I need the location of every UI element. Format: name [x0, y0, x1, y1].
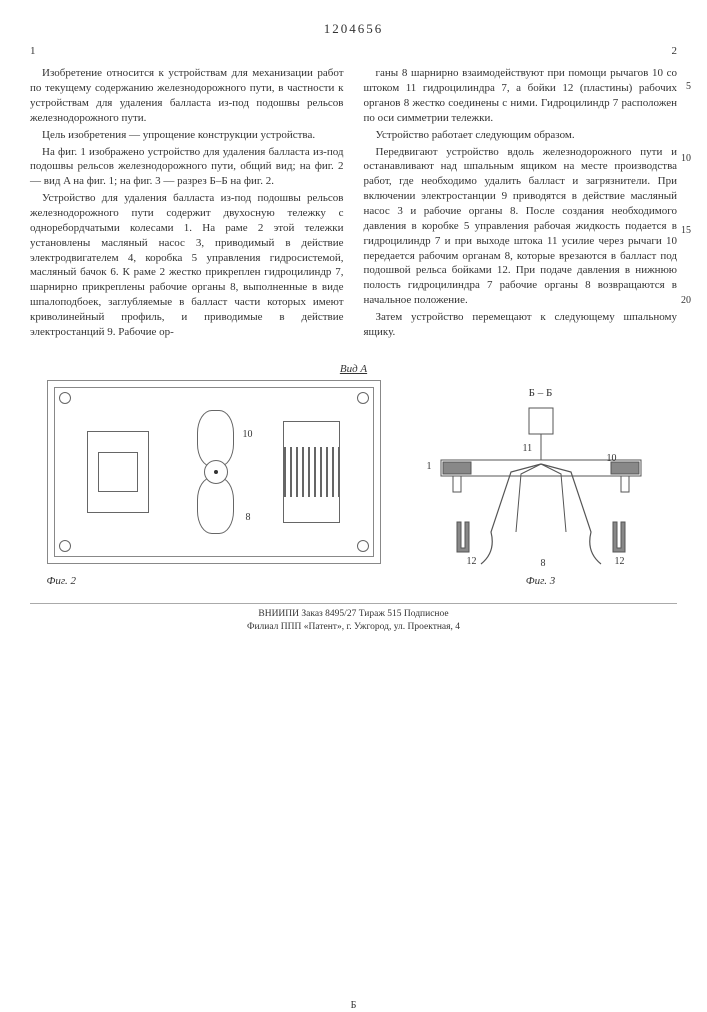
para: На фиг. 1 изображено устройство для удал… — [30, 145, 344, 190]
figure-2: Б 10 8 — [47, 380, 381, 564]
page-number-right: 2 — [364, 44, 678, 59]
line-mark: 5 — [686, 80, 691, 94]
ref-label: 12 — [467, 555, 477, 569]
para: ганы 8 шарнирно взаимодействуют при помо… — [364, 66, 678, 125]
page-number-left: 1 — [30, 44, 344, 59]
pump-block-icon — [87, 431, 149, 513]
ref-label: 8 — [245, 511, 250, 525]
para: Затем устройство перемещают к следующему… — [364, 310, 678, 340]
cylinder-icon — [197, 477, 234, 534]
figure-3-caption: Фиг. 3 — [421, 574, 661, 589]
corner-hole-icon — [59, 540, 71, 552]
footer: ВНИИПИ Заказ 8495/27 Тираж 515 Подписное… — [30, 603, 677, 633]
para: Передвигают устройство вдоль железнодоро… — [364, 145, 678, 308]
column-right: 2 5 10 15 20 ганы 8 шарнирно взаимодейст… — [364, 44, 678, 342]
figure-2-caption: Фиг. 2 — [47, 574, 381, 589]
ref-label: 10 — [242, 428, 252, 442]
figures-area: Вид A Б 10 8 — [30, 362, 677, 590]
section-b-bottom: Б — [351, 999, 357, 1012]
pivot-icon — [204, 460, 228, 484]
line-mark: 15 — [681, 224, 691, 238]
section-b-top: Б — [351, 0, 357, 2]
ref-label: 10 — [607, 452, 617, 466]
line-mark: 20 — [681, 294, 691, 308]
corner-hole-icon — [59, 392, 71, 404]
text-columns: 1 Изобретение относится к устройствам дл… — [30, 44, 677, 342]
ref-label: 12 — [615, 555, 625, 569]
section-bb-label: Б – Б — [421, 386, 661, 401]
ref-label: 11 — [523, 442, 533, 456]
document-number: 1204656 — [30, 20, 677, 38]
tool-block-icon — [283, 421, 340, 523]
footer-line: Филиал ППП «Патент», г. Ужгород, ул. Про… — [30, 621, 677, 633]
corner-hole-icon — [357, 540, 369, 552]
para: Цель изобретения — упрощение конструкции… — [30, 128, 344, 143]
line-mark: 10 — [681, 152, 691, 166]
cylinder-icon — [197, 410, 234, 467]
ref-label: 1 — [427, 460, 432, 474]
ref-label: 8 — [541, 557, 546, 571]
column-left: 1 Изобретение относится к устройствам дл… — [30, 44, 344, 342]
para: Устройство работает следующим образом. — [364, 128, 678, 143]
para: Изобретение относится к устройствам для … — [30, 66, 344, 125]
view-a-label: Вид A — [30, 362, 677, 377]
footer-line: ВНИИПИ Заказ 8495/27 Тираж 515 Подписное — [30, 608, 677, 620]
figure-3: 1 11 10 12 12 8 — [421, 402, 661, 572]
corner-hole-icon — [357, 392, 369, 404]
para: Устройство для удаления балласта из-под … — [30, 191, 344, 339]
